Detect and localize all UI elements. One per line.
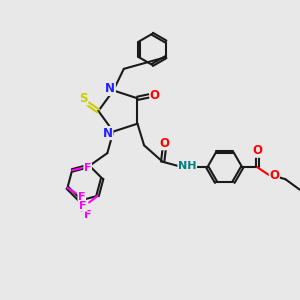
Text: O: O — [150, 89, 160, 102]
Text: F: F — [80, 201, 87, 211]
Text: NH: NH — [178, 161, 196, 171]
Text: O: O — [269, 169, 279, 182]
Text: F: F — [84, 210, 92, 220]
Text: F: F — [78, 192, 85, 202]
Text: N: N — [105, 82, 115, 95]
Text: S: S — [79, 92, 88, 105]
Text: N: N — [103, 127, 113, 140]
Text: F: F — [84, 163, 92, 173]
Text: O: O — [252, 144, 262, 157]
Text: O: O — [160, 137, 170, 150]
